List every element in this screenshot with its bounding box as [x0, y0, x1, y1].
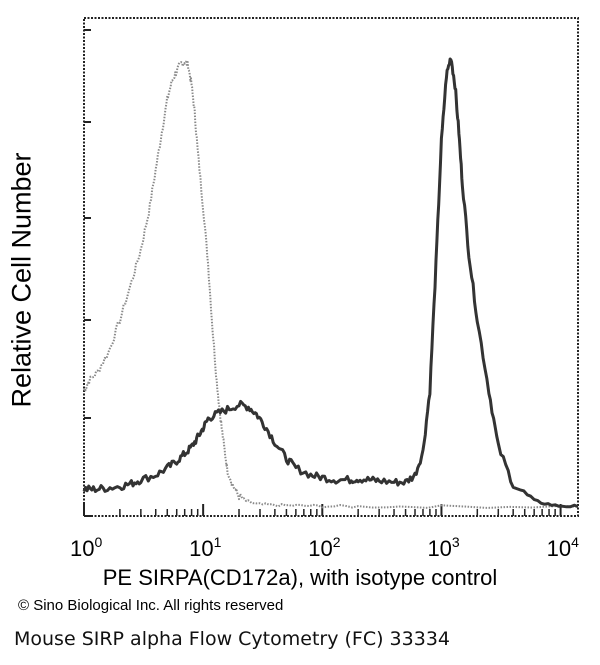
figure-caption: Mouse SIRP alpha Flow Cytometry (FC) 333…: [14, 628, 450, 650]
y-axis-label-text: Relative Cell Number: [6, 152, 37, 408]
pe-sirpa-curve: [82, 57, 579, 509]
series-layer: [82, 57, 579, 509]
flow-cytometry-histogram: 100 101 102 103 104: [70, 17, 579, 561]
x-tick-label: 102: [308, 534, 340, 561]
isotype-control-curve: [83, 60, 579, 509]
x-tick-label: 103: [427, 534, 459, 561]
plot-frame: [83, 17, 579, 517]
x-axis-ticks: 100 101 102 103 104: [70, 504, 579, 561]
x-tick-label: 104: [547, 534, 579, 561]
x-tick-label: 101: [189, 534, 221, 561]
y-axis-ticks: [84, 29, 91, 517]
copyright-notice: © Sino Biological Inc. All rights reserv…: [18, 597, 284, 614]
x-tick-label: 100: [70, 534, 102, 561]
x-axis-label: PE SIRPA(CD172a), with isotype control: [102, 565, 498, 590]
